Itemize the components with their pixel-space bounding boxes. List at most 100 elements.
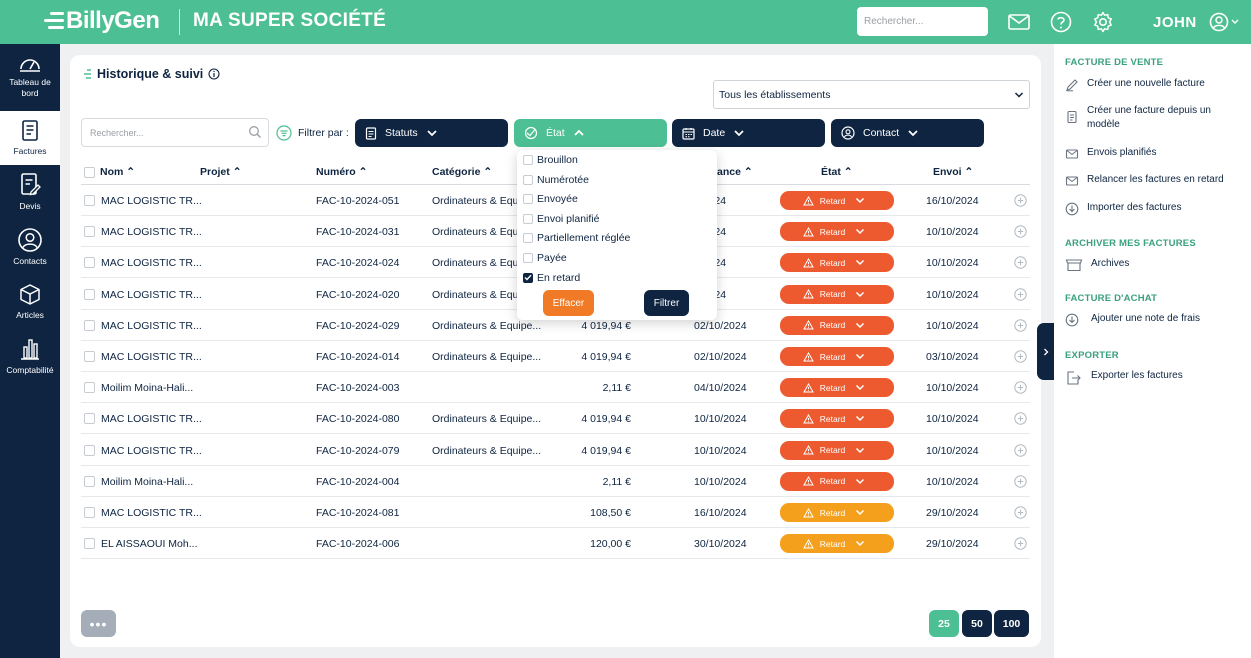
cell-nom[interactable]: Moilim Moina-Hali... — [101, 475, 194, 488]
option-checkbox[interactable] — [523, 233, 533, 244]
cell-nom[interactable]: MAC LOGISTIC TR... — [101, 319, 202, 332]
row-checkbox[interactable] — [84, 288, 95, 300]
page-size-50-button[interactable]: 50 — [962, 610, 992, 637]
row-checkbox[interactable] — [84, 475, 95, 487]
add-circle-icon[interactable] — [1014, 475, 1027, 488]
table-row[interactable]: Moilim Moina-Hali... FAC-10-2024-003 2,11 … — [81, 372, 1030, 404]
etat-option[interactable]: Brouillon — [523, 154, 578, 166]
table-row[interactable]: MAC LOGISTIC TR... FAC-10-2024-080 Ordinat… — [81, 403, 1030, 435]
info-icon[interactable] — [208, 68, 220, 80]
row-checkbox[interactable] — [84, 257, 95, 269]
cell-nom[interactable]: MAC LOGISTIC TR... — [101, 257, 202, 270]
more-actions-button[interactable]: ••• — [81, 610, 116, 637]
table-row[interactable]: MAC LOGISTIC TR... FAC-10-2024-081 108,50 … — [81, 497, 1030, 528]
row-checkbox[interactable] — [84, 444, 95, 456]
sidebar-item-devis[interactable]: Devis — [0, 172, 60, 220]
cell-nom[interactable]: MAC LOGISTIC TR... — [101, 351, 202, 363]
panel-toggle-tab[interactable] — [1037, 323, 1054, 380]
filter-chip-date[interactable]: Date — [672, 119, 825, 147]
row-checkbox[interactable] — [84, 226, 95, 238]
app-logo[interactable]: BillyGen — [42, 7, 160, 35]
option-checkbox[interactable] — [523, 272, 533, 283]
table-row[interactable]: MAC LOGISTIC TR... FAC-10-2024-031 Ordinat… — [81, 216, 1030, 248]
status-badge[interactable]: Retard — [780, 440, 894, 460]
add-circle-icon[interactable] — [1014, 194, 1027, 207]
cell-nom[interactable]: MAC LOGISTIC TR... — [101, 444, 202, 457]
add-circle-icon[interactable] — [1014, 506, 1027, 519]
filter-chip-etat[interactable]: État — [514, 119, 667, 147]
status-badge[interactable]: Retard — [780, 315, 894, 335]
add-circle-icon[interactable] — [1014, 319, 1027, 332]
row-checkbox[interactable] — [84, 507, 95, 518]
option-checkbox[interactable] — [523, 213, 533, 224]
column-header-categorie[interactable]: Catégorie ⌃ — [432, 166, 493, 178]
add-circle-icon[interactable] — [1014, 537, 1027, 550]
user-menu-icon[interactable] — [1208, 11, 1242, 33]
column-header-echeance[interactable]: ance ⌃ — [717, 166, 753, 178]
column-header-nom[interactable]: Nom ⌃ — [100, 166, 136, 178]
table-row[interactable]: MAC LOGISTIC TR... FAC-10-2024-029 Ordinat… — [81, 310, 1030, 341]
table-row[interactable]: MAC LOGISTIC TR... FAC-10-2024-079 Ordinat… — [81, 435, 1030, 466]
export-invoices-link[interactable]: Exporter les factures — [1065, 369, 1183, 386]
global-search-input[interactable] — [857, 7, 988, 36]
cell-nom[interactable]: MAC LOGISTIC TR... — [101, 195, 202, 207]
remind-late-invoices-link[interactable]: Relancer les factures en retard — [1065, 173, 1224, 188]
sidebar-item-comptabilite[interactable]: Comptabilité — [0, 336, 60, 384]
column-header-envoi[interactable]: Envoi ⌃ — [933, 166, 974, 178]
filter-chip-statuts[interactable]: Statuts — [355, 119, 508, 147]
add-circle-icon[interactable] — [1014, 412, 1027, 426]
table-row[interactable]: Moilim Moina-Hali... FAC-10-2024-004 2,11 … — [81, 466, 1030, 497]
etat-option[interactable]: Payée — [523, 252, 567, 264]
etat-option[interactable]: En retard — [523, 272, 580, 284]
row-checkbox[interactable] — [84, 538, 95, 550]
add-circle-icon[interactable] — [1014, 287, 1027, 301]
column-header-projet[interactable]: Projet ⌃ — [200, 166, 242, 178]
table-row[interactable]: MAC LOGISTIC TR... FAC-10-2024-014 Ordinat… — [81, 341, 1030, 372]
scheduled-sends-link[interactable]: Envois planifiés — [1065, 146, 1156, 161]
row-checkbox[interactable] — [84, 413, 95, 425]
status-badge[interactable]: Retard — [780, 222, 894, 242]
status-badge[interactable]: Retard — [780, 347, 894, 366]
clear-filter-button[interactable]: Effacer — [543, 290, 594, 316]
cell-nom[interactable]: MAC LOGISTIC TR... — [101, 507, 202, 519]
row-checkbox[interactable] — [84, 195, 95, 206]
etat-option[interactable]: Partiellement réglée — [523, 232, 630, 244]
add-circle-icon[interactable] — [1014, 256, 1027, 270]
gear-icon[interactable] — [1091, 11, 1115, 33]
option-checkbox[interactable] — [523, 174, 533, 185]
cell-nom[interactable]: MAC LOGISTIC TR... — [101, 413, 202, 426]
apply-filter-button[interactable]: Filtrer — [644, 290, 689, 316]
import-invoices-link[interactable]: Importer des factures — [1065, 201, 1181, 216]
cell-nom[interactable]: Moilim Moina-Hali... — [101, 382, 194, 395]
create-from-template-link[interactable]: Créer une facture depuis un modèle — [1065, 104, 1245, 132]
sidebar-item-tableau-de-bord[interactable]: Tableau de bord — [0, 54, 60, 110]
cell-nom[interactable]: MAC LOGISTIC TR... — [101, 288, 202, 301]
help-icon[interactable] — [1049, 11, 1073, 33]
status-badge[interactable]: Retard — [780, 378, 894, 398]
add-circle-icon[interactable] — [1014, 225, 1027, 238]
status-badge[interactable]: Retard — [780, 253, 894, 273]
mail-icon[interactable] — [1007, 11, 1031, 33]
status-badge[interactable]: Retard — [780, 191, 894, 210]
option-checkbox[interactable] — [523, 155, 533, 165]
row-checkbox[interactable] — [84, 382, 95, 394]
status-badge[interactable]: Retard — [780, 284, 894, 304]
table-row[interactable]: MAC LOGISTIC TR... FAC-10-2024-024 Ordinat… — [81, 247, 1030, 279]
etat-option[interactable]: Envoyée — [523, 193, 578, 205]
page-size-25-button[interactable]: 25 — [929, 610, 959, 637]
sidebar-item-factures[interactable]: Factures — [0, 111, 60, 165]
add-circle-icon[interactable] — [1014, 350, 1027, 363]
filter-chip-contact[interactable]: Contact — [831, 119, 984, 147]
add-circle-icon[interactable] — [1014, 443, 1027, 457]
row-checkbox[interactable] — [84, 351, 95, 362]
option-checkbox[interactable] — [523, 194, 533, 205]
add-expense-note-link[interactable]: Ajouter une note de frais — [1065, 312, 1200, 327]
status-badge[interactable]: Retard — [780, 471, 894, 491]
status-badge[interactable]: Retard — [780, 534, 894, 554]
column-header-numero[interactable]: Numéro ⌃ — [316, 166, 368, 178]
page-size-100-button[interactable]: 100 — [994, 610, 1029, 637]
user-name[interactable]: JOHN — [1153, 14, 1197, 31]
cell-nom[interactable]: EL AISSAOUI Moh... — [101, 538, 198, 551]
row-checkbox[interactable] — [84, 319, 95, 331]
archives-link[interactable]: Archives — [1065, 257, 1129, 272]
